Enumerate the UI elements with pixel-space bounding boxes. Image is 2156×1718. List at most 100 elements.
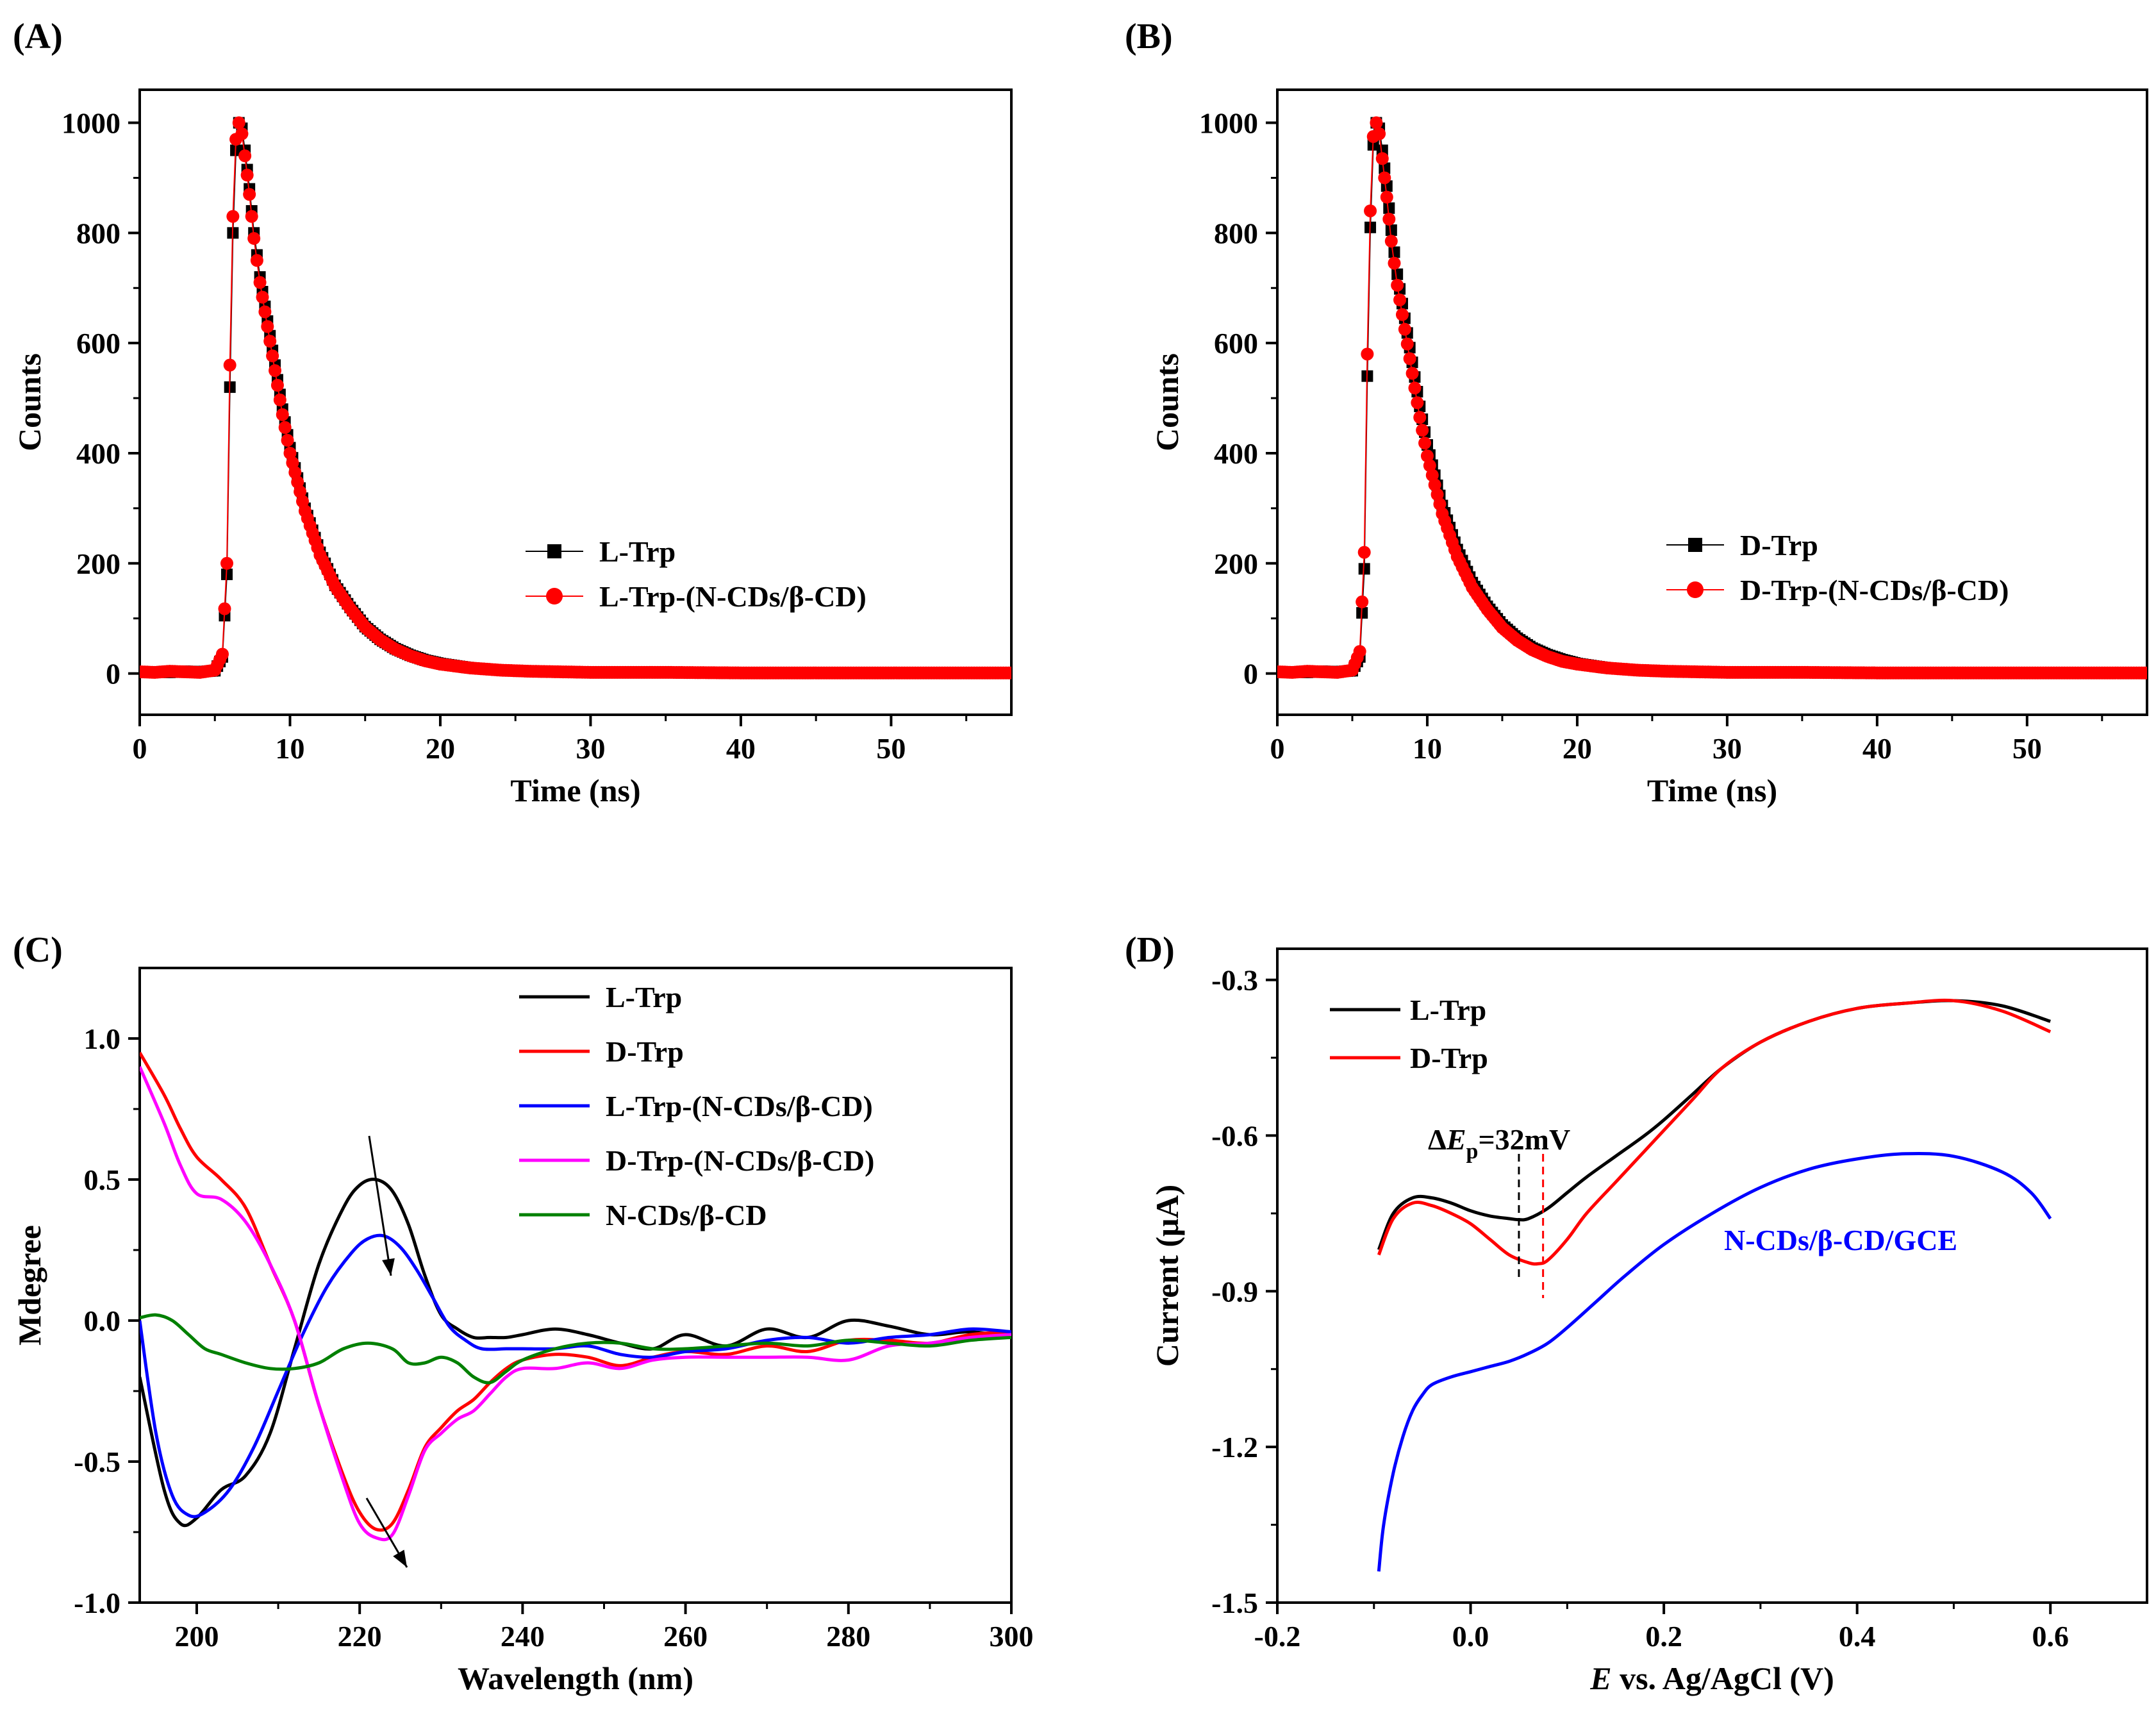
panel-a-point-circle: [1005, 666, 1011, 680]
panel-c-ytick-label: 0.5: [84, 1163, 121, 1196]
panel-b-xtick-label: 50: [2012, 732, 2042, 765]
panel-b-point-circle: [1420, 449, 1434, 463]
panel-a-legend-label: L-Trp-(N-CDs/β-CD): [599, 580, 867, 613]
panel-d-label-gce: N-CDs/β-CD/GCE: [1724, 1224, 1957, 1256]
panel-d-legend-label: D-Trp: [1410, 1042, 1488, 1074]
panel-b-ytick-label: 200: [1214, 547, 1258, 580]
panel-b-point-circle: [1388, 256, 1401, 270]
panel-d-label: (D): [1125, 930, 1175, 970]
panel-d-xlabel: E vs. Ag/AgCl (V): [1589, 1660, 1834, 1696]
panel-a-point-circle: [286, 456, 299, 469]
panel-a-point-circle: [218, 602, 231, 615]
panel-b-xtick-label: 30: [1712, 732, 1742, 765]
panel-c-legend-label: L-Trp: [606, 981, 682, 1013]
panel-b-point-circle: [1391, 278, 1404, 292]
panel-b-xtick-label: 0: [1270, 732, 1285, 765]
panel-a-point-circle: [215, 647, 229, 661]
panel-b-point-circle: [1375, 152, 1389, 165]
panel-b-point-square: [1358, 563, 1370, 575]
panel-b-ytick-label: 0: [1243, 658, 1258, 690]
panel-a-series-line: [140, 122, 1011, 674]
panel-b-point-circle: [1416, 424, 1429, 437]
panel-a-point-circle: [220, 556, 233, 570]
panel-d-ytick-label: -0.3: [1211, 964, 1258, 997]
panel-c-ytick-label: -0.5: [74, 1446, 120, 1478]
delta-ep-value: =32mV: [1478, 1123, 1570, 1156]
panel-b-point-circle: [1393, 293, 1407, 306]
panel-a-point-circle: [269, 364, 282, 378]
panel-a-point-circle: [245, 210, 258, 223]
subscript-p: p: [1466, 1140, 1479, 1163]
panel-a-point-circle: [226, 210, 240, 223]
panel-b-point-circle: [1373, 127, 1386, 140]
panel-d-xtick-label: 0.0: [1452, 1620, 1489, 1653]
panel-c-series-line: [140, 1178, 1011, 1528]
panel-b-point-circle: [1356, 595, 1369, 608]
panel-a-legend-marker: [546, 588, 563, 605]
panel-b-plot: [1277, 116, 2147, 680]
panel-a-point-circle: [232, 116, 245, 129]
panel-b-xlabel: Time (ns): [1647, 772, 1777, 808]
panel-b-ytick-label: 1000: [1199, 107, 1258, 140]
panel-d-xtick-label: 0.4: [1839, 1620, 1876, 1653]
panel-b-point-circle: [1370, 116, 1383, 129]
panel-a: (A) 0 10 20 30 40 50 0 200 400 600 800 1000 Time (ns)…: [12, 17, 1013, 808]
panel-c-xtick-label: 280: [826, 1620, 870, 1653]
panel-a-legend-marker: [547, 544, 561, 558]
panel-d: (D) -0.2 0.0 0.2 0.4 0.6 -1.5 -1.2 -0.9 -0.6 -0.3 E…: [1125, 930, 2148, 1696]
panel-c-series-line: [140, 1066, 1011, 1542]
panel-b: (B) 0 10 20 30 40 50 0 200 400 600 800 1000 Time (ns)…: [1125, 17, 2148, 808]
panel-a-xtick-label: 50: [876, 732, 906, 765]
panel-a-point-circle: [256, 290, 269, 304]
panel-a-ytick-label: 200: [76, 547, 120, 580]
panel-b-point-circle: [1408, 381, 1422, 395]
panel-b-point-circle: [1403, 352, 1416, 365]
panel-a-point-circle: [288, 466, 302, 480]
panel-b-frame: [1276, 88, 2148, 716]
panel-a-point-circle: [253, 276, 267, 289]
panel-c-label: (C): [13, 930, 63, 970]
panel-a-point-circle: [276, 408, 289, 421]
panel-b-point-circle: [1364, 204, 1377, 217]
panel-d-ytick-label: -1.5: [1211, 1587, 1258, 1619]
panel-b-point-circle: [1378, 171, 1391, 185]
panel-b-xtick-label: 40: [1862, 732, 1892, 765]
panel-c-xtick-label: 240: [501, 1620, 545, 1653]
panel-c-legend-label: D-Trp-(N-CDs/β-CD): [606, 1144, 874, 1177]
panel-c-xtick-label: 200: [174, 1620, 219, 1653]
panel-a-point-circle: [247, 231, 261, 245]
panel-b-point-circle: [1411, 396, 1424, 410]
panel-b-xtick-label: 10: [1413, 732, 1442, 765]
panel-c-xlabel: Wavelength (nm): [458, 1660, 693, 1696]
panel-c-series-line: [140, 1233, 1011, 1519]
panel-b-point-square: [1388, 246, 1400, 258]
panel-c-ytick-label: 0.0: [84, 1305, 121, 1337]
panel-a-plot: [140, 116, 1011, 680]
panel-a-point-circle: [238, 149, 252, 163]
panel-a-point-circle: [278, 421, 292, 434]
panel-d-frame: [1276, 947, 2148, 1604]
panel-d-delta-ep: ΔEp=32mV: [1428, 1123, 1570, 1163]
panel-c-legend-label: L-Trp-(N-CDs/β-CD): [606, 1090, 873, 1122]
panel-d-series-line: [1377, 1151, 2052, 1572]
panel-c-ylabel: Mdegree: [12, 1225, 47, 1346]
panel-b-point-circle: [1413, 411, 1427, 424]
panel-c-legend-label: N-CDs/β-CD: [606, 1199, 767, 1231]
panel-a-xlabel: Time (ns): [510, 772, 640, 808]
panel-d-plot: [1377, 998, 2052, 1572]
panel-c-xtick-label: 260: [663, 1620, 708, 1653]
panel-c-xtick-label: 300: [990, 1620, 1034, 1653]
panel-b-point-circle: [1361, 347, 1374, 361]
panel-b-point-circle: [1418, 437, 1432, 450]
panel-a-point-circle: [250, 254, 263, 267]
panel-b-point-circle: [1423, 459, 1436, 472]
panel-b-legend-marker: [1687, 581, 1704, 598]
panel-b-point-circle: [1398, 322, 1411, 336]
e-symbol: E: [1446, 1123, 1466, 1156]
panel-a-point-circle: [240, 169, 254, 182]
panel-a-xtick-label: 10: [275, 732, 304, 765]
panel-c-ytick-label: -1.0: [74, 1587, 120, 1619]
panel-c-arrow-head: [382, 1258, 395, 1276]
panel-c-series-line: [140, 1051, 1011, 1532]
panel-b-xtick-label: 20: [1563, 732, 1592, 765]
